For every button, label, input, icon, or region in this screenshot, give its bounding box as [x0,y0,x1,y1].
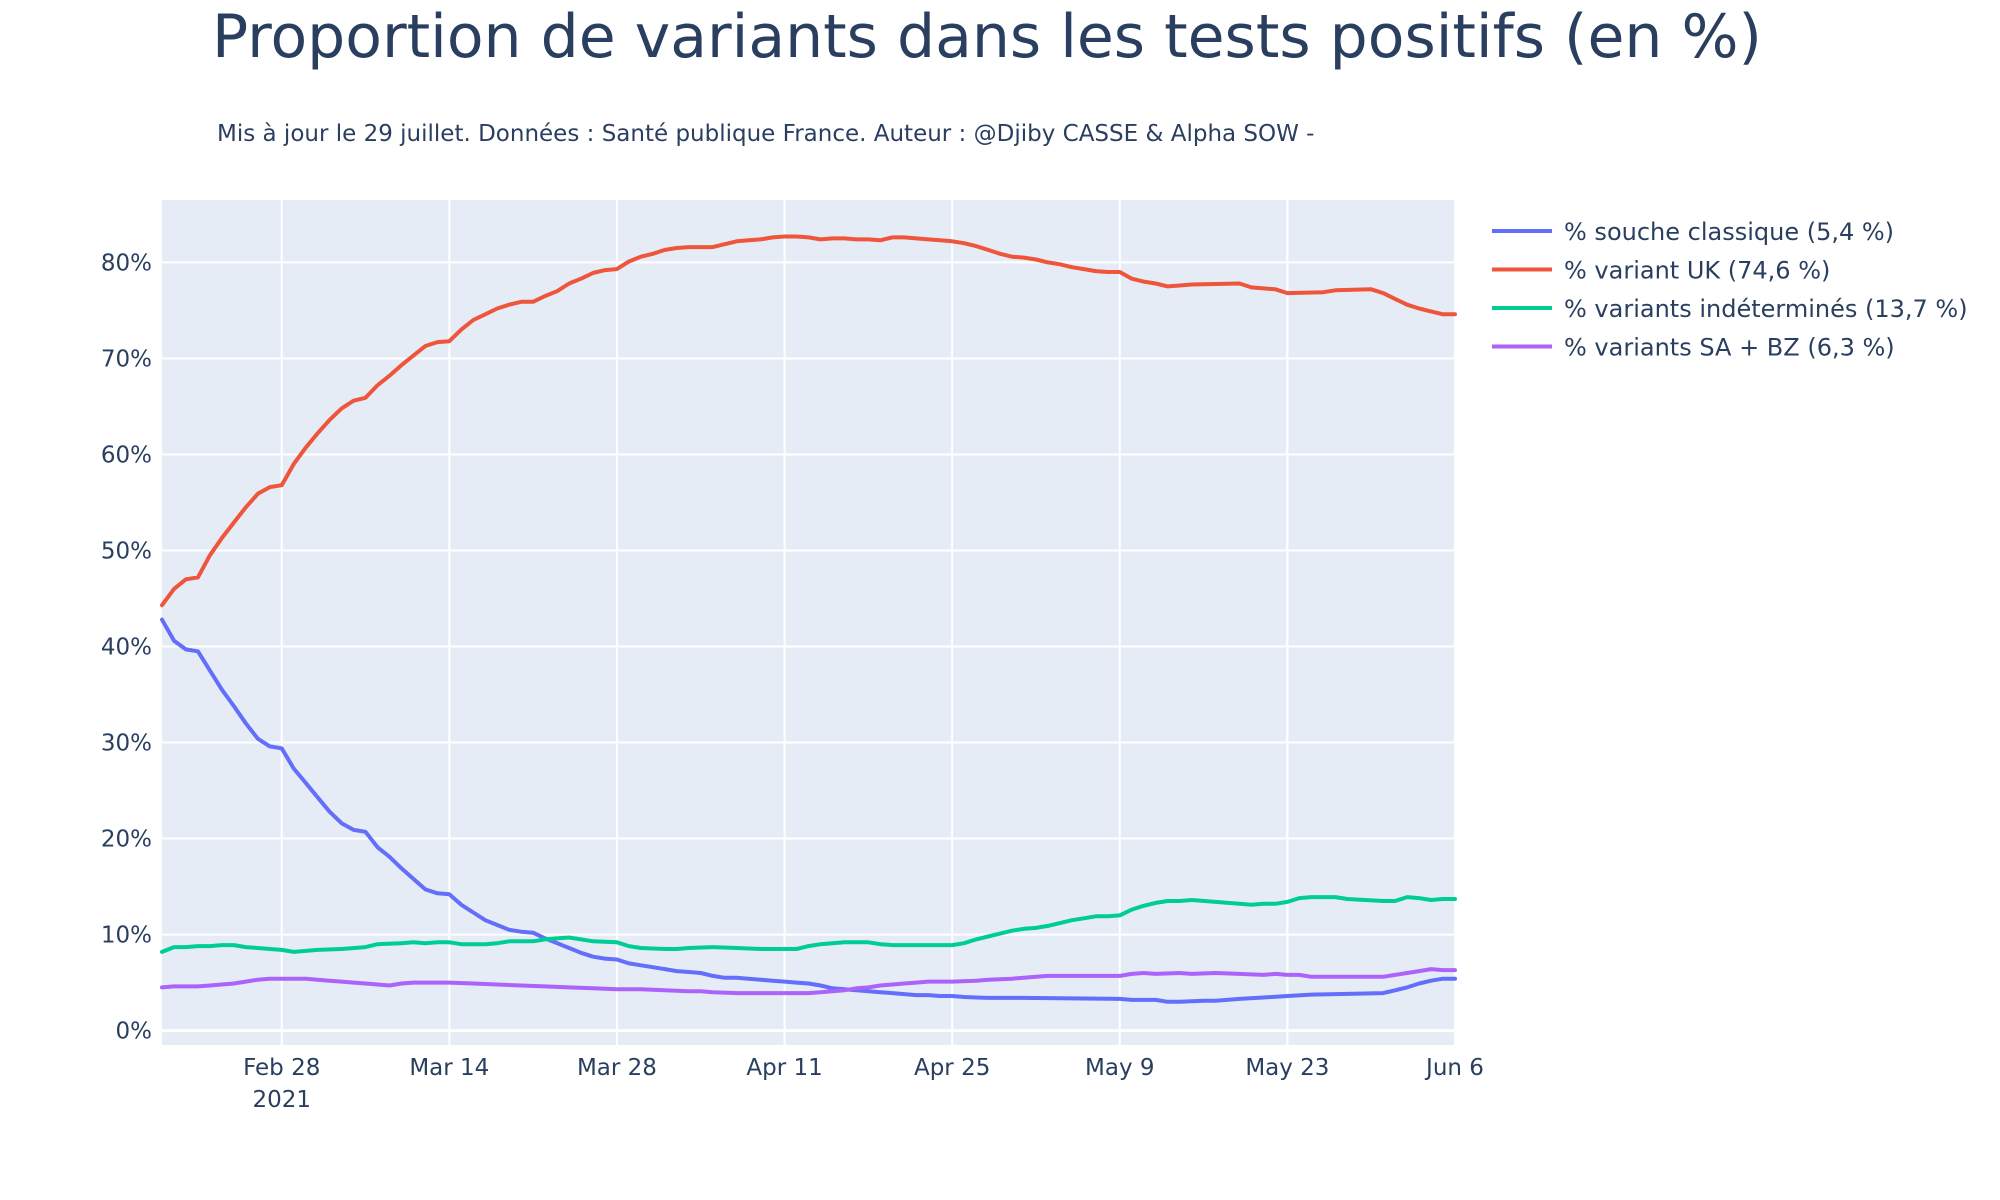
y-tick-label: 70% [101,346,152,372]
y-tick-label: 10% [101,923,152,949]
x-tick-label: May 9 [1085,1055,1155,1081]
y-axis: 0% 10% 20% 30% 40% 50% 60% 70% 80% [101,250,152,1044]
y-tick-label: 40% [101,635,152,661]
series-line-1 [160,617,1457,1004]
legend-label: % variant UK (74,6 %) [1564,257,1830,285]
x-tick-label: Feb 28 [243,1055,320,1081]
x-tick-label: Apr 11 [746,1055,822,1081]
y-tick-label: 60% [101,442,152,468]
x-tick-label: Mar 28 [577,1055,657,1081]
legend[interactable]: % souche classique (5,4 %) % variant UK (… [1492,218,1968,362]
y-tick-label: 30% [101,731,152,757]
x-tick-sublabel: 2021 [252,1087,311,1113]
series-line-3 [160,895,1457,954]
series-lines [160,234,1457,1004]
legend-label: % variants indéterminés (13,7 %) [1564,295,1968,323]
chart-title: Proportion de variants dans les tests po… [212,2,1762,72]
legend-item[interactable]: % souche classique (5,4 %) [1492,218,1894,246]
series-line-4 [160,967,1457,996]
x-tick-label: Apr 25 [914,1055,990,1081]
legend-item[interactable]: % variant UK (74,6 %) [1492,257,1830,285]
series-line-2 [160,234,1457,608]
legend-label: % variants SA + BZ (6,3 %) [1564,334,1895,362]
chart-subtitle: Mis à jour le 29 juillet. Données : Sant… [217,121,1315,147]
x-axis: Feb 28 2021 Mar 14 Mar 28 Apr 11 Apr 25 May 9 M… [243,1055,1484,1113]
gridlines [162,200,1456,1045]
legend-item[interactable]: % variants SA + BZ (6,3 %) [1492,334,1895,362]
y-tick-label: 50% [101,538,152,564]
plot-area [162,200,1455,1045]
y-tick-label: 80% [101,250,152,276]
legend-item[interactable]: % variants indéterminés (13,7 %) [1492,295,1968,323]
x-tick-label: Mar 14 [409,1055,489,1081]
y-tick-label: 0% [116,1019,153,1045]
y-tick-label: 20% [101,827,152,853]
x-tick-label: May 23 [1245,1055,1329,1081]
x-tick-label: Jun 6 [1424,1055,1484,1081]
legend-label: % souche classique (5,4 %) [1564,218,1894,246]
